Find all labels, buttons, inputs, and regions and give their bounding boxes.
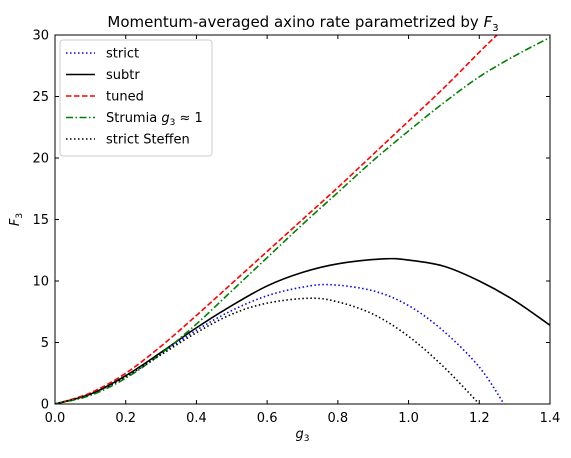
x-tick-label: 1.2 [469, 411, 490, 426]
series-line-strumia-g3-1 [55, 36, 550, 404]
chart-title-prefix: Momentum-averaged axino rate parametrize… [107, 13, 483, 31]
x-tick-label: 0.2 [115, 411, 136, 426]
x-tick-label: 1.4 [540, 411, 561, 426]
y-tick-label: 5 [41, 336, 49, 351]
y-tick-label: 0 [41, 398, 49, 413]
series-line-subtr [55, 257, 550, 404]
y-tick-label: 10 [32, 275, 49, 290]
y-axis-label-sub: 3 [15, 213, 25, 219]
legend: strict subtr tuned Strumia g3 ≈ 1 strict Ste… [59, 39, 213, 157]
plot-frame [54, 34, 551, 405]
legend-box [59, 39, 213, 157]
y-tick-label: 25 [32, 90, 49, 105]
series-layer [55, 35, 550, 404]
legend-label-strict: strict [106, 47, 139, 62]
x-tick-label: 0.8 [328, 411, 349, 426]
legend-label-prefix: tuned [106, 90, 144, 105]
x-tick-label: 0.0 [45, 411, 66, 426]
x-tick-label: 0.4 [186, 411, 207, 426]
x-axis-label-sub: 3 [304, 434, 310, 444]
chart-title: Momentum-averaged axino rate parametrize… [107, 13, 498, 34]
y-axis-label: F3 [8, 213, 25, 226]
x-tick-label: 1.0 [398, 411, 419, 426]
y-tick-label: 30 [32, 29, 49, 44]
x-axis-label-symbol: g [296, 427, 304, 442]
legend-label-symbol: g [161, 111, 169, 126]
y-tick-label: 20 [32, 152, 49, 167]
x-axis-label: g3 [296, 427, 310, 444]
legend-label-tuned: tuned [106, 90, 144, 105]
chart-title-symbol: F [484, 13, 493, 31]
legend-label-prefix: strict [106, 47, 139, 62]
y-tick-label: 15 [32, 213, 49, 228]
series-line-tuned [55, 35, 498, 404]
plot-area: 0.0 0.2 0.4 0.6 0.8 1.0 1.2 1.4 0 5 10 15 20 25 30 [32, 29, 560, 427]
legend-label-strumia-g3-1: Strumia g3 ≈ 1 [106, 111, 203, 128]
chart-title-sub: 3 [492, 23, 498, 34]
legend-label-strict-steffen: strict Steffen [106, 133, 190, 148]
legend-label-prefix: subtr [106, 68, 140, 83]
legend-label-prefix: strict Steffen [106, 133, 190, 148]
ticks-layer: 0.0 0.2 0.4 0.6 0.8 1.0 1.2 1.4 0 5 10 15 20 25 30 [32, 29, 560, 427]
legend-label-subtr: subtr [106, 68, 140, 83]
legend-label-prefix: Strumia [106, 111, 161, 126]
series-line-strict-steffen [55, 297, 480, 404]
legend-items: strict subtr tuned Strumia g3 ≈ 1 strict Ste… [66, 47, 203, 148]
y-axis-label-symbol: F [8, 218, 23, 226]
x-tick-label: 0.6 [257, 411, 278, 426]
legend-label-suffix: ≈ 1 [175, 111, 202, 126]
legend-label-sub: 3 [170, 118, 176, 128]
